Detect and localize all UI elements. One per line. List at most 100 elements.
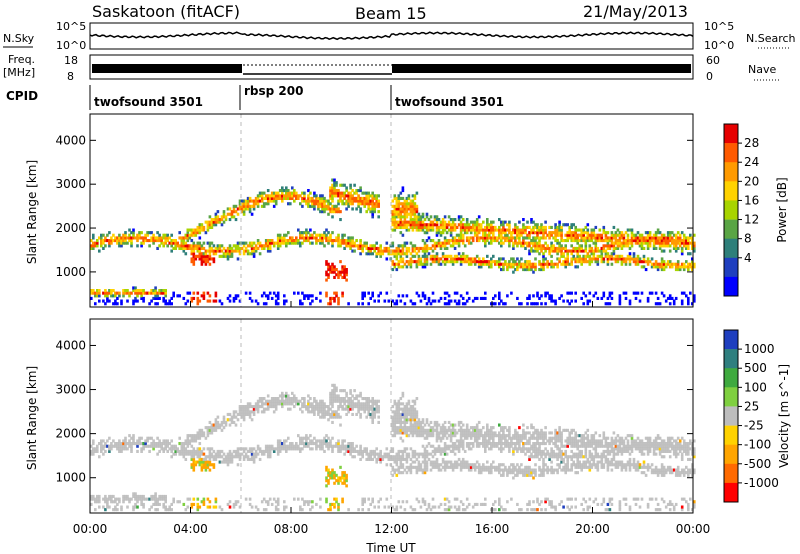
velocity-cell [182, 444, 186, 448]
power-cell [455, 260, 459, 264]
power-cell [676, 262, 680, 266]
power-cell [636, 262, 640, 266]
velocity-cell [136, 439, 139, 443]
power-cell [341, 202, 344, 206]
power-cell [319, 299, 322, 303]
power-cell [196, 228, 200, 232]
velocity-cell [122, 500, 125, 504]
power-cell [574, 265, 577, 269]
power-cell [556, 252, 559, 256]
power-cell [136, 239, 139, 243]
velocity-cell [333, 471, 336, 475]
power-cell [572, 249, 575, 253]
power-cell [335, 273, 338, 277]
power-cell [331, 199, 334, 203]
power-cell [351, 239, 354, 243]
velocity-cell [274, 447, 278, 451]
power-cell [459, 260, 463, 264]
power-cell [475, 233, 479, 237]
power-cell [445, 225, 449, 229]
noise-left-tick-top: 10^5 [56, 20, 86, 33]
velocity-cell [443, 497, 447, 501]
velocity-cell [393, 455, 397, 459]
velocity-cell [208, 428, 212, 432]
velocity-cell [391, 405, 395, 409]
velocity-cell [289, 444, 292, 448]
velocity-cell [196, 460, 200, 464]
velocity-cell [130, 444, 133, 448]
power-cell [321, 210, 324, 214]
power-cell [554, 231, 557, 235]
velocity-cell [158, 442, 161, 446]
velocity-cell [309, 434, 312, 438]
power-cell [502, 257, 505, 261]
power-cell [520, 241, 523, 245]
velocity-cell [196, 508, 200, 512]
power-cell [566, 260, 569, 264]
power-cell [492, 254, 495, 258]
velocity-cell [457, 457, 461, 461]
power-cell [484, 291, 487, 295]
power-cell [270, 241, 274, 245]
power-cell [634, 291, 638, 295]
power-cell [461, 252, 465, 256]
power-cell [401, 215, 405, 219]
power-cell [142, 289, 145, 293]
power-cell [393, 194, 397, 198]
power-cell [463, 260, 467, 264]
velocity-cell [369, 412, 372, 416]
power-cell [658, 236, 662, 240]
velocity-cell [136, 500, 139, 504]
velocity-cell [435, 431, 439, 435]
velocity-cell [132, 492, 135, 496]
velocity-cell [357, 410, 360, 414]
power-cell [584, 244, 588, 248]
power-cell [580, 228, 583, 232]
power-cell [369, 296, 372, 300]
power-cell [405, 228, 409, 232]
power-cell [526, 268, 529, 272]
velocity-cell [252, 447, 256, 451]
power-cell [693, 233, 696, 237]
power-cell [423, 254, 427, 258]
power-cell [465, 225, 469, 229]
power-cell [660, 239, 664, 243]
power-cell [461, 241, 465, 245]
power-cell [570, 262, 573, 266]
power-cell [568, 262, 571, 266]
power-cell [526, 296, 529, 300]
power-cell [572, 246, 575, 250]
power-cell [437, 262, 441, 266]
power-cell [345, 268, 348, 272]
power-cell [401, 196, 405, 200]
velocity-cell [178, 500, 181, 504]
velocity-cell [258, 449, 262, 453]
velocity-cell [407, 418, 411, 422]
velocity-cell [490, 463, 493, 467]
velocity-cell [180, 447, 184, 451]
power-cell [494, 302, 497, 306]
power-cell [634, 236, 638, 240]
power-cell [363, 202, 366, 206]
power-cell [90, 289, 93, 293]
power-cell [608, 302, 612, 306]
power-cell [536, 233, 539, 237]
power-cell [443, 260, 447, 264]
power-cell [441, 228, 445, 232]
power-cell [500, 268, 503, 272]
velocity-cell [154, 492, 157, 496]
velocity-cell [475, 439, 479, 443]
velocity-cell [190, 439, 194, 443]
power-cell [283, 299, 286, 303]
power-cell [373, 204, 376, 208]
velocity-cell [319, 405, 322, 409]
velocity-cell [291, 442, 294, 446]
power-cell [457, 233, 461, 237]
velocity-cell [315, 402, 318, 406]
velocity-cell [327, 508, 330, 512]
velocity-cell [281, 447, 284, 451]
velocity-cell [397, 428, 401, 432]
velocity-cell [488, 428, 491, 432]
power-cell [520, 244, 523, 248]
velocity-cell [268, 405, 272, 409]
